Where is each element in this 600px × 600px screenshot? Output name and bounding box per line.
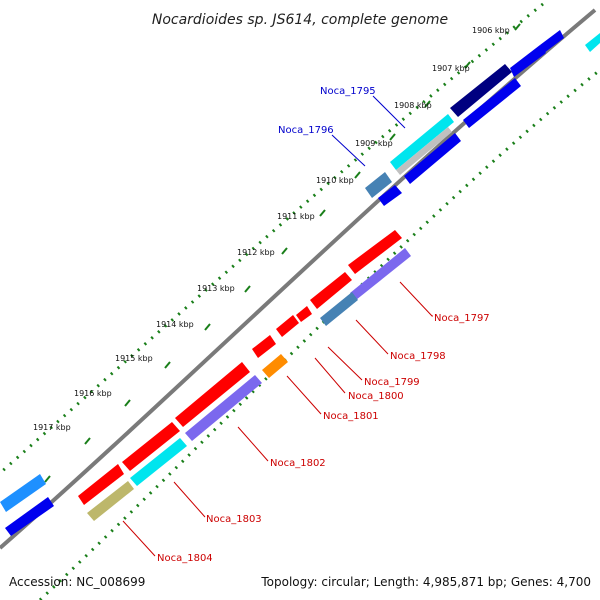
kbp-label: 1911 kbp bbox=[277, 212, 315, 221]
gene-arrow[interactable] bbox=[390, 114, 454, 170]
gene-label[interactable]: Noca_1800 bbox=[348, 391, 404, 402]
kbp-label: 1913 kbp bbox=[197, 284, 235, 293]
forward-genes bbox=[0, 30, 564, 512]
gene-label[interactable]: Noca_1804 bbox=[157, 553, 213, 564]
gene-arrow[interactable] bbox=[396, 127, 452, 175]
gene-arrow[interactable] bbox=[310, 272, 352, 309]
gene-arrow[interactable] bbox=[365, 172, 392, 198]
gene-arrow[interactable] bbox=[130, 438, 187, 486]
gene-arrow[interactable] bbox=[262, 354, 288, 378]
kbp-label: 1910 kbp bbox=[316, 176, 354, 185]
gene-arrow[interactable] bbox=[348, 230, 402, 274]
kbp-label: 1916 kbp bbox=[74, 389, 112, 398]
gene-arrow[interactable] bbox=[87, 481, 134, 521]
kbp-label: 1909 kbp bbox=[355, 139, 393, 148]
accession-text: Accession: NC_008699 bbox=[9, 575, 145, 589]
gene-arrow[interactable] bbox=[185, 375, 262, 441]
kbp-labels: 1906 kbp 1907 kbp 1908 kbp 1909 kbp 1910… bbox=[33, 26, 510, 432]
gene-arrow[interactable] bbox=[463, 78, 521, 128]
reverse-genes bbox=[5, 33, 600, 536]
gene-arrow[interactable] bbox=[350, 248, 411, 300]
gene-arrow[interactable] bbox=[122, 422, 180, 471]
gene-label[interactable]: Noca_1795 bbox=[320, 86, 376, 97]
gene-arrow[interactable] bbox=[450, 64, 512, 117]
gene-arrow[interactable] bbox=[510, 45, 546, 77]
kbp-label: 1917 kbp bbox=[33, 423, 71, 432]
genome-title: Nocardioides sp. JS614, complete genome bbox=[152, 12, 448, 28]
gene-arrow[interactable] bbox=[296, 306, 312, 322]
kbp-label: 1914 kbp bbox=[156, 320, 194, 329]
gene-arrow[interactable] bbox=[404, 133, 461, 184]
major-tick-marks bbox=[44, 23, 521, 483]
gene-label[interactable]: Noca_1797 bbox=[434, 313, 490, 324]
topology-text: Topology: circular; Length: 4,985,871 bp… bbox=[260, 575, 591, 589]
gene-label[interactable]: Noca_1801 bbox=[323, 411, 379, 422]
gene-arrow[interactable] bbox=[585, 33, 600, 52]
label-leaders bbox=[122, 95, 433, 557]
gene-arrow[interactable] bbox=[252, 335, 276, 358]
kbp-label: 1912 kbp bbox=[237, 248, 275, 257]
kbp-label: 1907 kbp bbox=[432, 64, 470, 73]
gene-label[interactable]: Noca_1796 bbox=[278, 125, 334, 136]
gene-arrow[interactable] bbox=[378, 185, 402, 206]
kbp-label: 1908 kbp bbox=[394, 101, 432, 110]
kbp-label: 1915 kbp bbox=[115, 354, 153, 363]
gene-arrow[interactable] bbox=[276, 315, 299, 337]
gene-arrow[interactable] bbox=[540, 30, 564, 53]
gene-label[interactable]: Noca_1799 bbox=[364, 377, 420, 388]
gene-labels: Noca_1795 Noca_1796 Noca_1797 Noca_1798 … bbox=[157, 86, 490, 564]
gene-arrow[interactable] bbox=[0, 474, 46, 512]
gene-arrow[interactable] bbox=[320, 292, 358, 326]
gene-arrow[interactable] bbox=[5, 497, 54, 536]
gene-label[interactable]: Noca_1802 bbox=[270, 458, 326, 469]
inner-tick-track bbox=[38, 68, 600, 600]
gene-label[interactable]: Noca_1803 bbox=[206, 514, 262, 525]
gene-label[interactable]: Noca_1798 bbox=[390, 351, 446, 362]
kbp-label: 1906 kbp bbox=[472, 26, 510, 35]
gene-arrow[interactable] bbox=[78, 464, 124, 505]
gene-arrow[interactable] bbox=[175, 362, 250, 427]
